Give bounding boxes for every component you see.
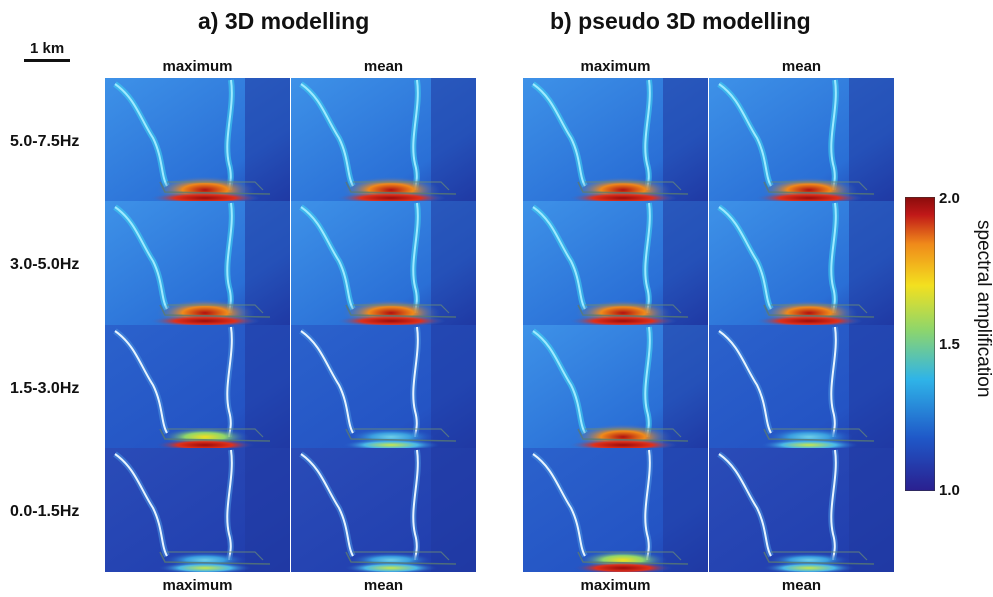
colorbar-tick-2-0: 2.0 xyxy=(939,190,960,207)
map-panel-image xyxy=(291,78,476,202)
map-panel-image xyxy=(709,448,894,572)
map-panel-image xyxy=(523,201,708,325)
map-panel-band-4-a-mean xyxy=(291,448,476,572)
colorbar-tick-1-5: 1.5 xyxy=(939,336,960,353)
map-panel-image xyxy=(291,448,476,572)
map-panel-image xyxy=(709,201,894,325)
colorbar-title: spectral amplification xyxy=(973,220,993,398)
scale-bar-label: 1 km xyxy=(30,40,65,57)
map-panel-band-3-a-mean xyxy=(291,325,476,449)
scale-bar: 1 km xyxy=(24,40,70,62)
col-header-a-mean-bottom: mean xyxy=(363,577,404,594)
map-panel-band-2-b-maximum xyxy=(523,201,708,325)
col-header-b-maximum-bottom: maximum xyxy=(580,577,651,594)
col-header-b-mean-bottom: mean xyxy=(781,577,822,594)
map-panel-image xyxy=(523,448,708,572)
map-panel-image xyxy=(291,201,476,325)
map-panel-band-2-a-mean xyxy=(291,201,476,325)
colorbar-gradient xyxy=(904,196,936,492)
map-panel-image xyxy=(709,325,894,449)
colorbar-tick-1-0: 1.0 xyxy=(939,482,960,499)
map-panel-image xyxy=(105,448,290,572)
map-panel-band-3-b-mean xyxy=(709,325,894,449)
col-header-b-mean-top: mean xyxy=(781,58,822,75)
row-label-band-4: 0.0-1.5Hz xyxy=(10,503,80,520)
map-panel-band-2-b-mean xyxy=(709,201,894,325)
map-panel-band-3-a-maximum xyxy=(105,325,290,449)
col-header-a-mean-top: mean xyxy=(363,58,404,75)
section-b-title: b) pseudo 3D modelling xyxy=(550,8,811,34)
col-header-a-maximum-bottom: maximum xyxy=(162,577,233,594)
map-panel-band-3-b-maximum xyxy=(523,325,708,449)
map-panel-image xyxy=(105,201,290,325)
row-label-band-2: 3.0-5.0Hz xyxy=(10,256,80,273)
col-header-a-maximum-top: maximum xyxy=(162,58,233,75)
section-a-title: a) 3D modelling xyxy=(198,8,370,34)
map-panel-image xyxy=(523,325,708,449)
map-panel-band-4-a-maximum xyxy=(105,448,290,572)
map-panel-band-4-b-mean xyxy=(709,448,894,572)
map-panel-image xyxy=(709,78,894,202)
map-panel-image xyxy=(105,78,290,202)
map-panel-band-1-b-maximum xyxy=(523,78,708,202)
map-panel-band-1-b-mean xyxy=(709,78,894,202)
map-panel-image xyxy=(105,325,290,449)
col-header-b-maximum-top: maximum xyxy=(580,58,651,75)
row-label-band-3: 1.5-3.0Hz xyxy=(10,380,80,397)
scale-bar-line xyxy=(24,59,70,62)
map-panel-band-1-a-maximum xyxy=(105,78,290,202)
map-panel-image xyxy=(291,325,476,449)
map-panel-band-1-a-mean xyxy=(291,78,476,202)
map-panel-band-4-b-maximum xyxy=(523,448,708,572)
row-label-band-1: 5.0-7.5Hz xyxy=(10,133,80,150)
map-panel-band-2-a-maximum xyxy=(105,201,290,325)
map-panel-image xyxy=(523,78,708,202)
colorbar xyxy=(904,196,936,492)
